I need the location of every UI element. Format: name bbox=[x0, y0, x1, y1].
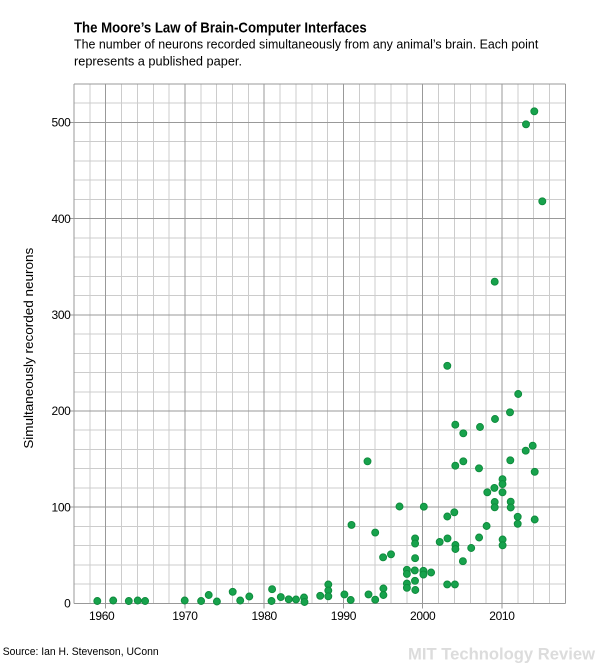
svg-text:represents a published paper.: represents a published paper. bbox=[74, 55, 242, 69]
svg-text:500: 500 bbox=[52, 116, 72, 130]
svg-text:The Moore’s Law of Brain-Compu: The Moore’s Law of Brain-Computer Interf… bbox=[74, 20, 367, 37]
svg-text:1980: 1980 bbox=[252, 609, 278, 623]
svg-text:200: 200 bbox=[52, 404, 72, 418]
svg-text:0: 0 bbox=[64, 597, 71, 611]
svg-text:MIT Technology Review: MIT Technology Review bbox=[408, 644, 596, 663]
svg-text:The number of neurons recorded: The number of neurons recorded simultane… bbox=[74, 38, 539, 52]
svg-text:2000: 2000 bbox=[410, 609, 436, 623]
svg-text:Simultaneously recorded neuron: Simultaneously recorded neurons bbox=[21, 247, 36, 449]
svg-text:Source: Ian H. Stevenson, UCon: Source: Ian H. Stevenson, UConn bbox=[3, 646, 159, 658]
svg-text:400: 400 bbox=[52, 212, 72, 226]
svg-text:1960: 1960 bbox=[89, 609, 115, 623]
svg-text:100: 100 bbox=[52, 500, 72, 514]
svg-text:2010: 2010 bbox=[489, 609, 515, 623]
svg-text:1970: 1970 bbox=[172, 609, 198, 623]
svg-text:1990: 1990 bbox=[331, 609, 357, 623]
svg-text:300: 300 bbox=[52, 308, 72, 322]
